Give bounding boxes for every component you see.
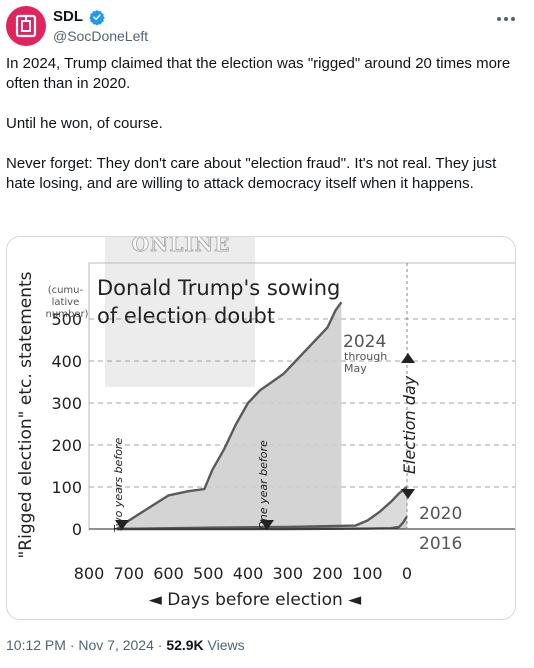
timestamp[interactable]: 10:12 PM · Nov 7, 2024 · — [6, 637, 167, 653]
tweet-paragraph: Until he won, of course. — [6, 115, 163, 132]
two-years-label: Two years before — [112, 438, 125, 533]
views-label: Views — [203, 637, 245, 653]
series-label-2016: 2016 — [419, 534, 462, 554]
series-note-2024: through May — [344, 350, 391, 375]
views-count: 52.9K — [166, 637, 204, 653]
y-tick-label: 400 — [51, 352, 82, 371]
one-year-annotation: One year before — [257, 440, 274, 530]
x-tick-label: 400 — [233, 564, 264, 583]
x-tick-label: 200 — [312, 564, 343, 583]
x-tick-label: 100 — [352, 564, 383, 583]
series-line — [116, 486, 408, 531]
y-axis-label: "Rigged election" etc. statements — [16, 271, 36, 558]
more-horizontal-icon — [497, 17, 515, 21]
x-tick-label: 0 — [402, 564, 412, 583]
tweet-meta: 10:12 PM · Nov 7, 2024 · 52.9K Views — [6, 636, 245, 654]
x-tick-label: 700 — [113, 564, 144, 583]
x-tick-label: 800 — [74, 564, 105, 583]
down-arrow-icon — [401, 489, 415, 499]
series-label-2020: 2020 — [419, 504, 462, 524]
avatar[interactable] — [6, 6, 46, 46]
sdl-logo-icon — [15, 14, 37, 38]
y-tick-label: 0 — [72, 520, 82, 539]
x-tick-label: 300 — [272, 564, 303, 583]
author-handle[interactable]: @SocDoneLeft — [53, 28, 149, 45]
y-tick-label: 100 — [51, 478, 82, 497]
down-arrow-icon — [260, 520, 274, 530]
verified-badge-icon — [89, 10, 106, 25]
tweet-media[interactable]: ONLINE 0 100 200 300 400 500 800 700 600 500 400 30… — [6, 236, 516, 620]
y-tick-label: 500 — [51, 310, 82, 329]
election-day-annotation: Election day — [400, 353, 419, 499]
one-year-label: One year before — [257, 440, 270, 530]
up-arrow-icon — [401, 353, 415, 363]
tweet-header: SDL @SocDoneLeft — [6, 6, 528, 46]
chart-title: Donald Trump's sowing of election doubt — [97, 276, 347, 328]
election-day-label: Election day — [400, 375, 419, 474]
tweet-paragraph: In 2024, Trump claimed that the election… — [6, 55, 511, 92]
tweet-paragraph: Never forget: They don't care about "ele… — [6, 155, 497, 192]
x-axis-label: ◄ Days before election ◄ — [149, 590, 362, 610]
down-arrow-icon — [115, 520, 129, 530]
y-tick-label: 300 — [51, 394, 82, 413]
display-name[interactable]: SDL — [53, 8, 83, 25]
y-axis-note: (cumu- lative number) — [46, 285, 89, 320]
series-label-2024: 2024 — [343, 332, 386, 352]
two-years-annotation: Two years before — [112, 438, 129, 533]
author-block: SDL @SocDoneLeft — [53, 8, 148, 45]
watermark-box — [105, 237, 255, 387]
series-line — [116, 301, 343, 530]
series-area — [116, 487, 408, 529]
tweet-text: In 2024, Trump claimed that the election… — [6, 54, 516, 194]
more-options-button[interactable] — [494, 10, 518, 28]
series-area — [116, 302, 342, 529]
election-doubt-chart: ONLINE 0 100 200 300 400 500 800 700 600 500 400 30… — [16, 237, 515, 610]
watermark-text: ONLINE — [132, 237, 231, 256]
x-tick-label: 500 — [193, 564, 224, 583]
y-tick-label: 200 — [51, 436, 82, 455]
tick-labels: 0 100 200 300 400 500 800 700 600 500 400 300 200 100… — [51, 310, 412, 583]
series-group — [89, 301, 515, 531]
x-tick-label: 600 — [153, 564, 184, 583]
